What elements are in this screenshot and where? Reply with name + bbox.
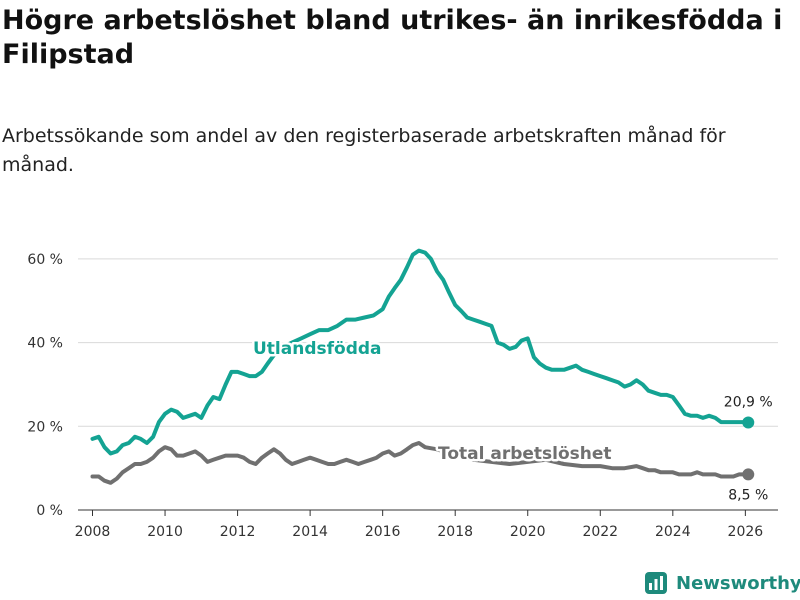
series-line-total bbox=[90, 441, 751, 485]
chart-subtitle: Arbetssökande som andel av den registerb… bbox=[2, 125, 726, 176]
gridlines bbox=[78, 258, 778, 511]
series-lines bbox=[90, 248, 755, 485]
y-tick-label: 20 % bbox=[27, 419, 63, 435]
x-tick-label: 2024 bbox=[655, 524, 691, 540]
x-tick-label: 2014 bbox=[292, 524, 328, 540]
series-label-utlandsfodda: Utlandsfödda bbox=[253, 339, 382, 359]
y-tick-label: 0 % bbox=[36, 503, 63, 519]
end-point-marker bbox=[742, 468, 755, 481]
series-label-total: Total arbetslöshet bbox=[438, 444, 612, 464]
chart-title: Högre arbetslöshet bland utrikes- än inr… bbox=[2, 5, 783, 70]
brand-logo: Newsworthy bbox=[644, 566, 800, 600]
x-tick-label: 2008 bbox=[75, 524, 111, 540]
x-tick-label: 2020 bbox=[510, 524, 546, 540]
bar-chart-icon bbox=[645, 572, 667, 594]
y-tick-label: 60 % bbox=[27, 252, 63, 268]
x-tick-label: 2022 bbox=[582, 524, 618, 540]
annotations: 20,9 % 8,5 % Utlandsfödda Total arbetslöshe… bbox=[251, 337, 773, 504]
x-tick-label: 2010 bbox=[147, 524, 183, 540]
axes: 0 % 20 % 40 % 60 % 2008 2010 2012 2014 2016 2018 2… bbox=[27, 252, 763, 540]
brand-name: Newsworthy bbox=[676, 572, 800, 594]
end-point-marker bbox=[742, 416, 755, 429]
x-tick-label: 2026 bbox=[728, 524, 764, 540]
y-tick-label: 40 % bbox=[27, 336, 63, 352]
end-value-label-total: 8,5 % bbox=[728, 487, 768, 503]
x-tick-label: 2012 bbox=[220, 524, 256, 540]
x-tick-label: 2016 bbox=[365, 524, 401, 540]
end-value-label-utlandsfodda: 20,9 % bbox=[724, 395, 773, 411]
x-tick-label: 2018 bbox=[437, 524, 473, 540]
series-line-utlandsfodda bbox=[90, 248, 751, 456]
